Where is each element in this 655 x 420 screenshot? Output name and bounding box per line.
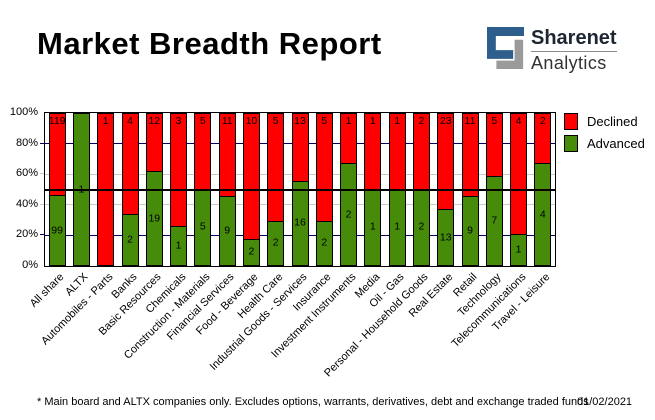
advanced-swatch-icon [564, 135, 578, 152]
declined-count-label: 119 [48, 115, 66, 127]
legend-item-declined: Declined [564, 113, 645, 130]
y-axis-tick-label: 60% [15, 167, 38, 180]
page-title: Market Breadth Report [37, 26, 382, 61]
y-axis-tick-label: 0% [22, 259, 38, 271]
advanced-count-label: 2 [272, 236, 279, 249]
logo-text-block: Sharenet Analytics [531, 27, 617, 74]
logo-sub-text: Analytics [531, 53, 607, 73]
advanced-count-label: 2 [418, 220, 425, 233]
advanced-count-label: 4 [539, 208, 546, 221]
y-axis-tick-label: 100% [9, 106, 38, 118]
bar-segment-advanced [122, 213, 138, 265]
report-date: 01/02/2021 [577, 396, 633, 408]
chart-legend: Declined Advanced [564, 113, 645, 157]
declined-count-label: 23 [439, 115, 452, 127]
advanced-count-label: 16 [294, 216, 306, 229]
advanced-count-label: 19 [148, 212, 161, 225]
sharenet-logo: Sharenet Analytics [487, 27, 617, 74]
bar-segment-advanced [389, 188, 405, 265]
bar-segment-advanced [511, 233, 527, 265]
declined-swatch-icon [564, 113, 578, 130]
advanced-count-label: 5 [199, 220, 206, 233]
declined-count-label: 1 [394, 115, 401, 127]
bar-segment-advanced [438, 209, 454, 265]
bar-segment-advanced [195, 188, 211, 265]
y-axis-tick-label: 40% [15, 197, 38, 210]
declined-count-label: 13 [294, 115, 306, 127]
bar-segment-advanced [292, 180, 308, 265]
bar-segment-advanced [535, 163, 551, 265]
logo-divider [531, 51, 617, 52]
declined-count-label: 2 [539, 115, 546, 127]
advanced-count-label: 2 [345, 208, 352, 221]
bar-segment-advanced [268, 220, 284, 265]
declined-count-label: 4 [515, 115, 522, 127]
logo-brand-text: Sharenet [531, 27, 617, 49]
advanced-count-label: 1 [394, 220, 401, 233]
bar-segment-advanced [486, 175, 502, 265]
fifty-percent-line [45, 189, 555, 191]
legend-item-advanced: Advanced [564, 135, 645, 152]
declined-count-label: 1 [102, 115, 109, 127]
declined-count-label: 5 [199, 115, 206, 127]
legend-label-declined: Declined [587, 114, 638, 129]
advanced-count-label: 2 [248, 245, 255, 258]
declined-count-label: 1 [369, 115, 376, 127]
bar-segment-advanced [316, 220, 332, 265]
y-axis-tick-label: 20% [15, 228, 38, 241]
declined-count-label: 11 [464, 115, 476, 127]
bar-segment-advanced [365, 188, 381, 265]
declined-count-label: 3 [175, 115, 182, 127]
bar-segment-advanced [413, 188, 429, 265]
declined-count-label: 5 [321, 115, 328, 127]
advanced-count-label: 99 [51, 224, 63, 237]
footnote: * Main board and ALTX companies only. Ex… [37, 396, 589, 408]
declined-count-label: 4 [127, 115, 133, 127]
declined-count-label: 1 [345, 115, 352, 127]
advanced-count-label: 9 [224, 224, 231, 237]
y-axis-tick-label: 80% [15, 136, 38, 149]
bar-segment-advanced [341, 163, 357, 265]
declined-count-label: 10 [245, 115, 258, 127]
declined-count-label: 5 [491, 115, 498, 127]
advanced-count-label: 7 [491, 214, 498, 227]
advanced-count-label: 1 [175, 239, 182, 252]
legend-label-advanced: Advanced [587, 136, 645, 151]
advanced-count-label: 1 [515, 243, 522, 256]
bar-segment-advanced [49, 195, 65, 265]
bar-segment-advanced [243, 238, 259, 265]
declined-count-label: 2 [418, 115, 425, 127]
bar-segment-advanced [219, 196, 235, 265]
advanced-count-label: 13 [439, 231, 452, 244]
bar-segment-advanced [171, 226, 187, 265]
advanced-count-label: 1 [369, 220, 376, 233]
declined-count-label: 11 [221, 115, 233, 127]
declined-count-label: 12 [148, 115, 161, 127]
sharenet-s-maze-icon [487, 27, 524, 69]
bar-segment-advanced [146, 171, 162, 265]
advanced-count-label: 9 [467, 224, 473, 237]
bar-segment-advanced [462, 196, 478, 265]
advanced-count-label: 2 [127, 233, 133, 246]
plot-area: 1199911421219315511910252131652121111222… [44, 112, 556, 267]
advanced-count-label: 2 [321, 236, 328, 249]
declined-count-label: 5 [272, 115, 279, 127]
